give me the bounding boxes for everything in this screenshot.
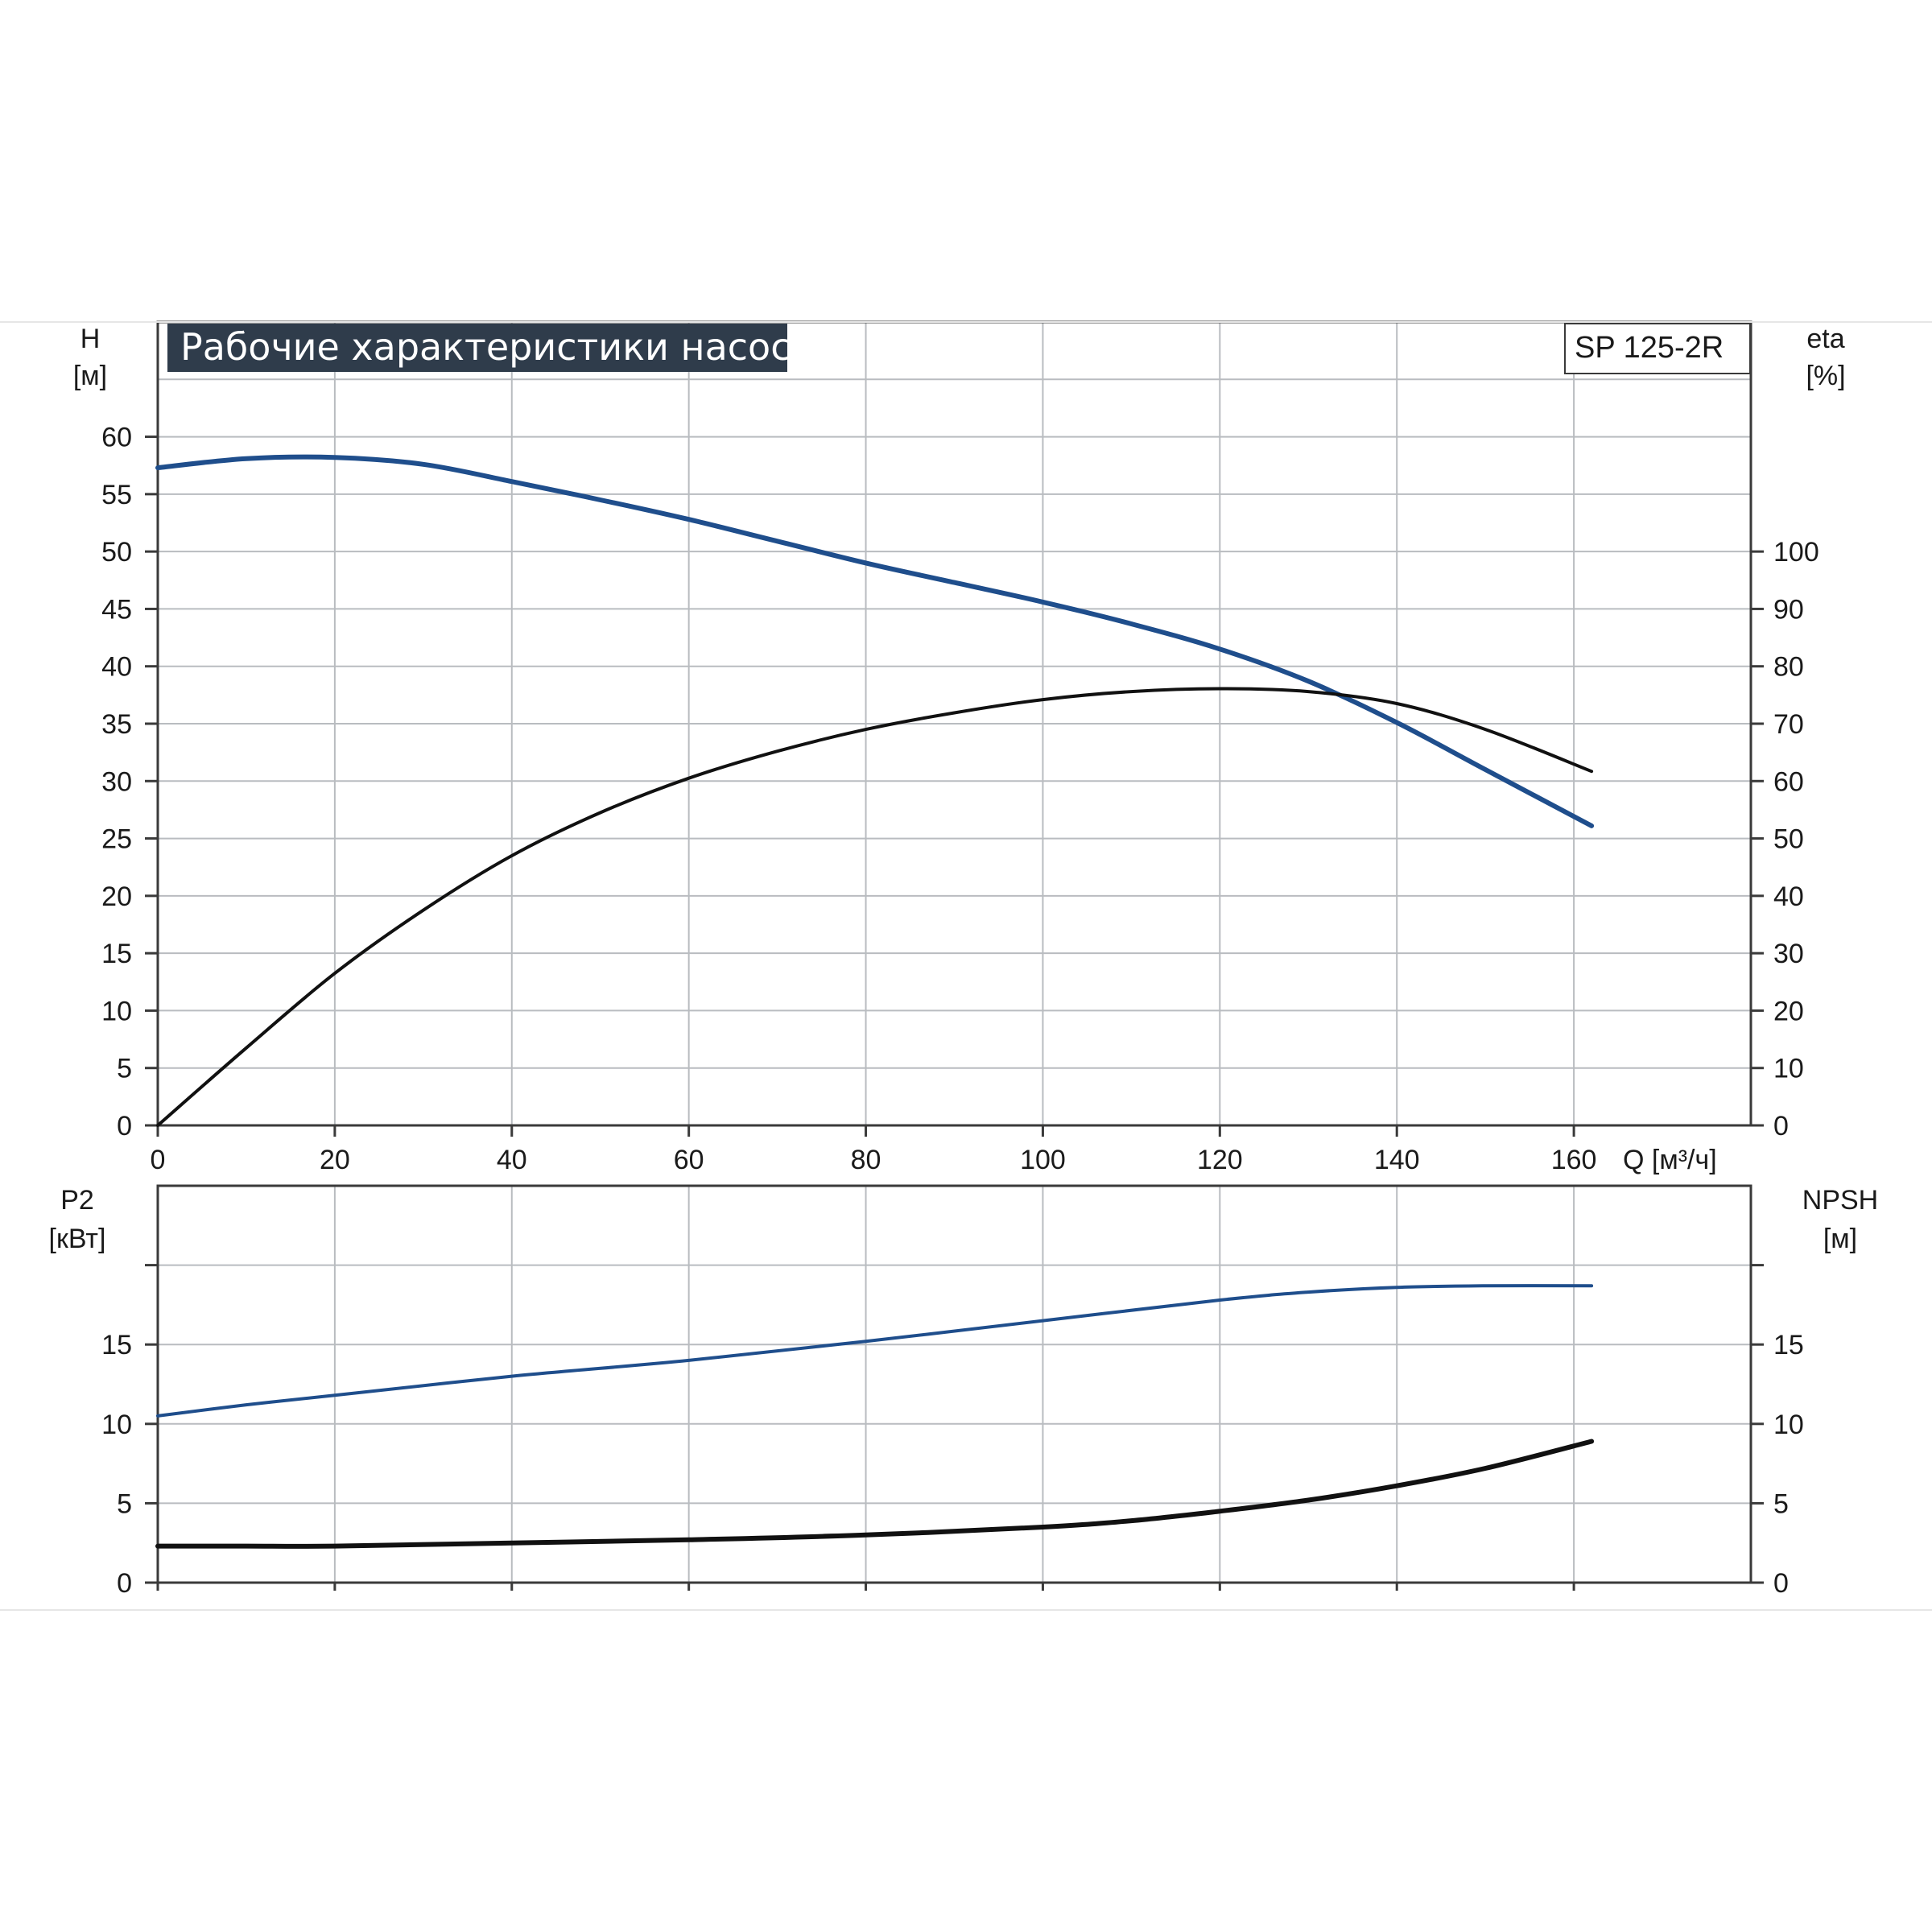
- x-axis-tick-label: 0: [151, 1145, 166, 1175]
- x-axis-tick-label: 120: [1197, 1145, 1243, 1175]
- right-axis-tick-label: 50: [1773, 824, 1804, 855]
- right-axis-tick-label: 0: [1773, 1568, 1789, 1599]
- left-axis-tick-label: 20: [101, 881, 132, 912]
- left-axis-tick-label: 15: [101, 939, 132, 969]
- npsh-axis-title: NPSH: [1802, 1185, 1878, 1216]
- right-axis-tick-label: 5: [1773, 1488, 1789, 1519]
- head-curve: [155, 454, 1595, 828]
- right-axis-tick-label: 100: [1773, 537, 1819, 568]
- efficiency-axis-unit: [%]: [1806, 361, 1845, 391]
- x-axis-tick-label: 100: [1020, 1145, 1066, 1175]
- right-axis-tick-label: 20: [1773, 996, 1804, 1026]
- x-axis-tick-label: 40: [497, 1145, 527, 1175]
- right-axis-tick-label: 0: [1773, 1111, 1789, 1141]
- chart-title-box: Рабочие характеристики насоса: [167, 324, 814, 372]
- left-axis-tick-label: 10: [101, 1410, 132, 1440]
- x-axis-tick-label: 140: [1374, 1145, 1420, 1175]
- efficiency-axis-title: eta: [1806, 324, 1844, 354]
- x-axis-tick-label: 80: [851, 1145, 881, 1175]
- power-axis-unit: [кВт]: [49, 1224, 106, 1254]
- power-axis-title: P2: [60, 1185, 94, 1216]
- chart-title-background: [167, 324, 787, 372]
- left-axis-tick-label: 0: [117, 1111, 132, 1141]
- head-axis-unit: [м]: [73, 361, 107, 391]
- x-axis-tick-label: 20: [320, 1145, 350, 1175]
- left-axis-tick-label: 35: [101, 709, 132, 740]
- right-axis-tick-label: 70: [1773, 709, 1804, 740]
- top-chart-curves: [155, 454, 1595, 1127]
- left-axis-tick-label: 5: [117, 1488, 132, 1519]
- left-axis-tick-label: 30: [101, 766, 132, 797]
- left-axis-tick-label: 40: [101, 652, 132, 683]
- right-axis-tick-label: 80: [1773, 652, 1804, 683]
- chart-title: Рабочие характеристики насоса: [180, 325, 814, 369]
- top-chart-grid: [158, 322, 1751, 1125]
- left-axis-tick-label: 60: [101, 423, 132, 453]
- left-axis-tick-label: 10: [101, 996, 132, 1026]
- x-axis-tick-label: 160: [1551, 1145, 1597, 1175]
- left-axis-tick-label: 25: [101, 824, 132, 855]
- plot-frame: [156, 1184, 1752, 1584]
- left-axis-tick-label: 45: [101, 594, 132, 625]
- right-axis-tick-label: 10: [1773, 1054, 1804, 1084]
- right-axis-tick-label: 10: [1773, 1410, 1804, 1440]
- top-chart-ticks: 0 5 10 15 20 25 30 35 40 45 50 55 60 0 10 20 30 40 50 60 70 8…: [101, 423, 1819, 1175]
- model-label: SP 125-2R: [1575, 331, 1724, 365]
- right-axis-tick-label: 30: [1773, 939, 1804, 969]
- power-curve: [156, 1284, 1594, 1418]
- left-axis-tick-label: 55: [101, 480, 132, 510]
- bottom-chart-frame: [156, 1184, 1752, 1584]
- efficiency-curve: [156, 687, 1594, 1127]
- npsh-curve: [155, 1439, 1595, 1549]
- bottom-chart-ticks: 0 5 10 15 0 5 10 15: [101, 1264, 1804, 1599]
- npsh-axis-unit: [м]: [1823, 1224, 1857, 1254]
- bottom-chart-curves: [155, 1284, 1595, 1549]
- right-axis-tick-label: 90: [1773, 594, 1804, 625]
- right-axis-tick-label: 60: [1773, 766, 1804, 797]
- head-axis-title: H: [80, 324, 101, 354]
- right-axis-tick-label: 40: [1773, 881, 1804, 912]
- left-axis-tick-label: 5: [117, 1054, 132, 1084]
- model-label-background: [1564, 323, 1751, 374]
- left-axis-tick-label: 0: [117, 1568, 132, 1599]
- flow-axis-title: Q [м³/ч]: [1623, 1145, 1717, 1175]
- right-axis-tick-label: 15: [1773, 1330, 1804, 1360]
- left-axis-tick-label: 15: [101, 1330, 132, 1360]
- model-label-box: SP 125-2R: [1564, 323, 1751, 374]
- bottom-chart-grid: [158, 1186, 1751, 1583]
- x-axis-tick-label: 60: [674, 1145, 704, 1175]
- left-axis-tick-label: 50: [101, 537, 132, 568]
